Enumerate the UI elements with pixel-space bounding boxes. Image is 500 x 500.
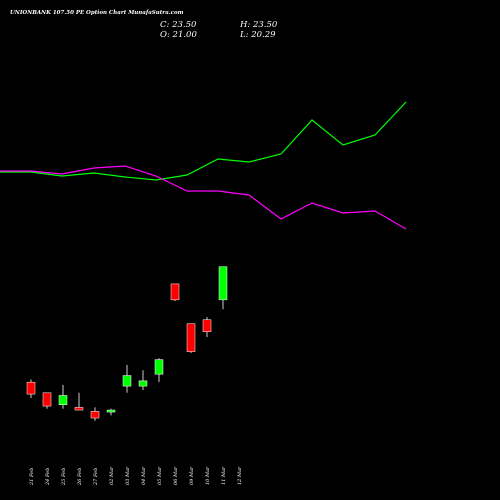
x-tick-label: 11 Mar [221,466,227,485]
x-tick-label: 09 Mar [189,466,195,485]
candle-body [90,411,100,419]
candle-24-feb [42,392,52,409]
x-tick-label: 25 Feb [61,468,67,486]
candle-body [106,409,116,413]
candle-body [202,319,212,332]
candle-21-feb [26,379,36,399]
candle-body [218,266,228,301]
candle-body [122,375,132,387]
x-tick-label: 26 Feb [77,468,83,486]
candle-05-mar [154,358,164,383]
x-tick-label: 03 Mar [125,466,131,485]
x-tick-label: 10 Mar [205,466,211,485]
candle-09-mar [186,323,196,353]
x-tick-label: 27 Feb [93,468,99,486]
open-value: O: 21.00 [160,30,197,40]
low-value: L: 20.29 [240,30,276,40]
high-value: H: 23.50 [240,20,278,30]
candle-body [170,283,180,301]
candle-10-mar [202,317,212,338]
candle-body [74,407,84,411]
x-tick-label: 05 Mar [157,466,163,485]
candle-body [154,359,164,375]
x-tick-label: 12 Mar [237,466,243,485]
candle-body [186,323,196,352]
x-tick-label: 06 Mar [173,466,179,485]
candle-body [138,380,148,387]
candle-27-feb [90,407,100,421]
x-tick-label: 04 Mar [141,466,147,485]
candle-body [26,381,36,395]
candle-11-mar [218,266,228,310]
candle-26-feb [74,392,84,411]
candle-body [58,395,68,406]
indicator-line-1 [0,101,407,181]
x-tick-label: 24 Feb [45,468,51,486]
x-tick-label: 21 Feb [29,468,35,486]
close-value: C: 23.50 [160,20,197,30]
candle-body [42,392,52,407]
indicator-line-2 [0,165,407,230]
candle-25-feb [58,384,68,409]
candle-06-mar [170,283,180,302]
candle-04-mar [138,370,148,391]
chart-title: UNIONBANK 107.50 PE Option Chart MunafaS… [10,10,184,16]
candle-03-mar [122,364,132,393]
candle-02-mar [106,408,116,416]
x-tick-label: 02 Mar [109,466,115,485]
